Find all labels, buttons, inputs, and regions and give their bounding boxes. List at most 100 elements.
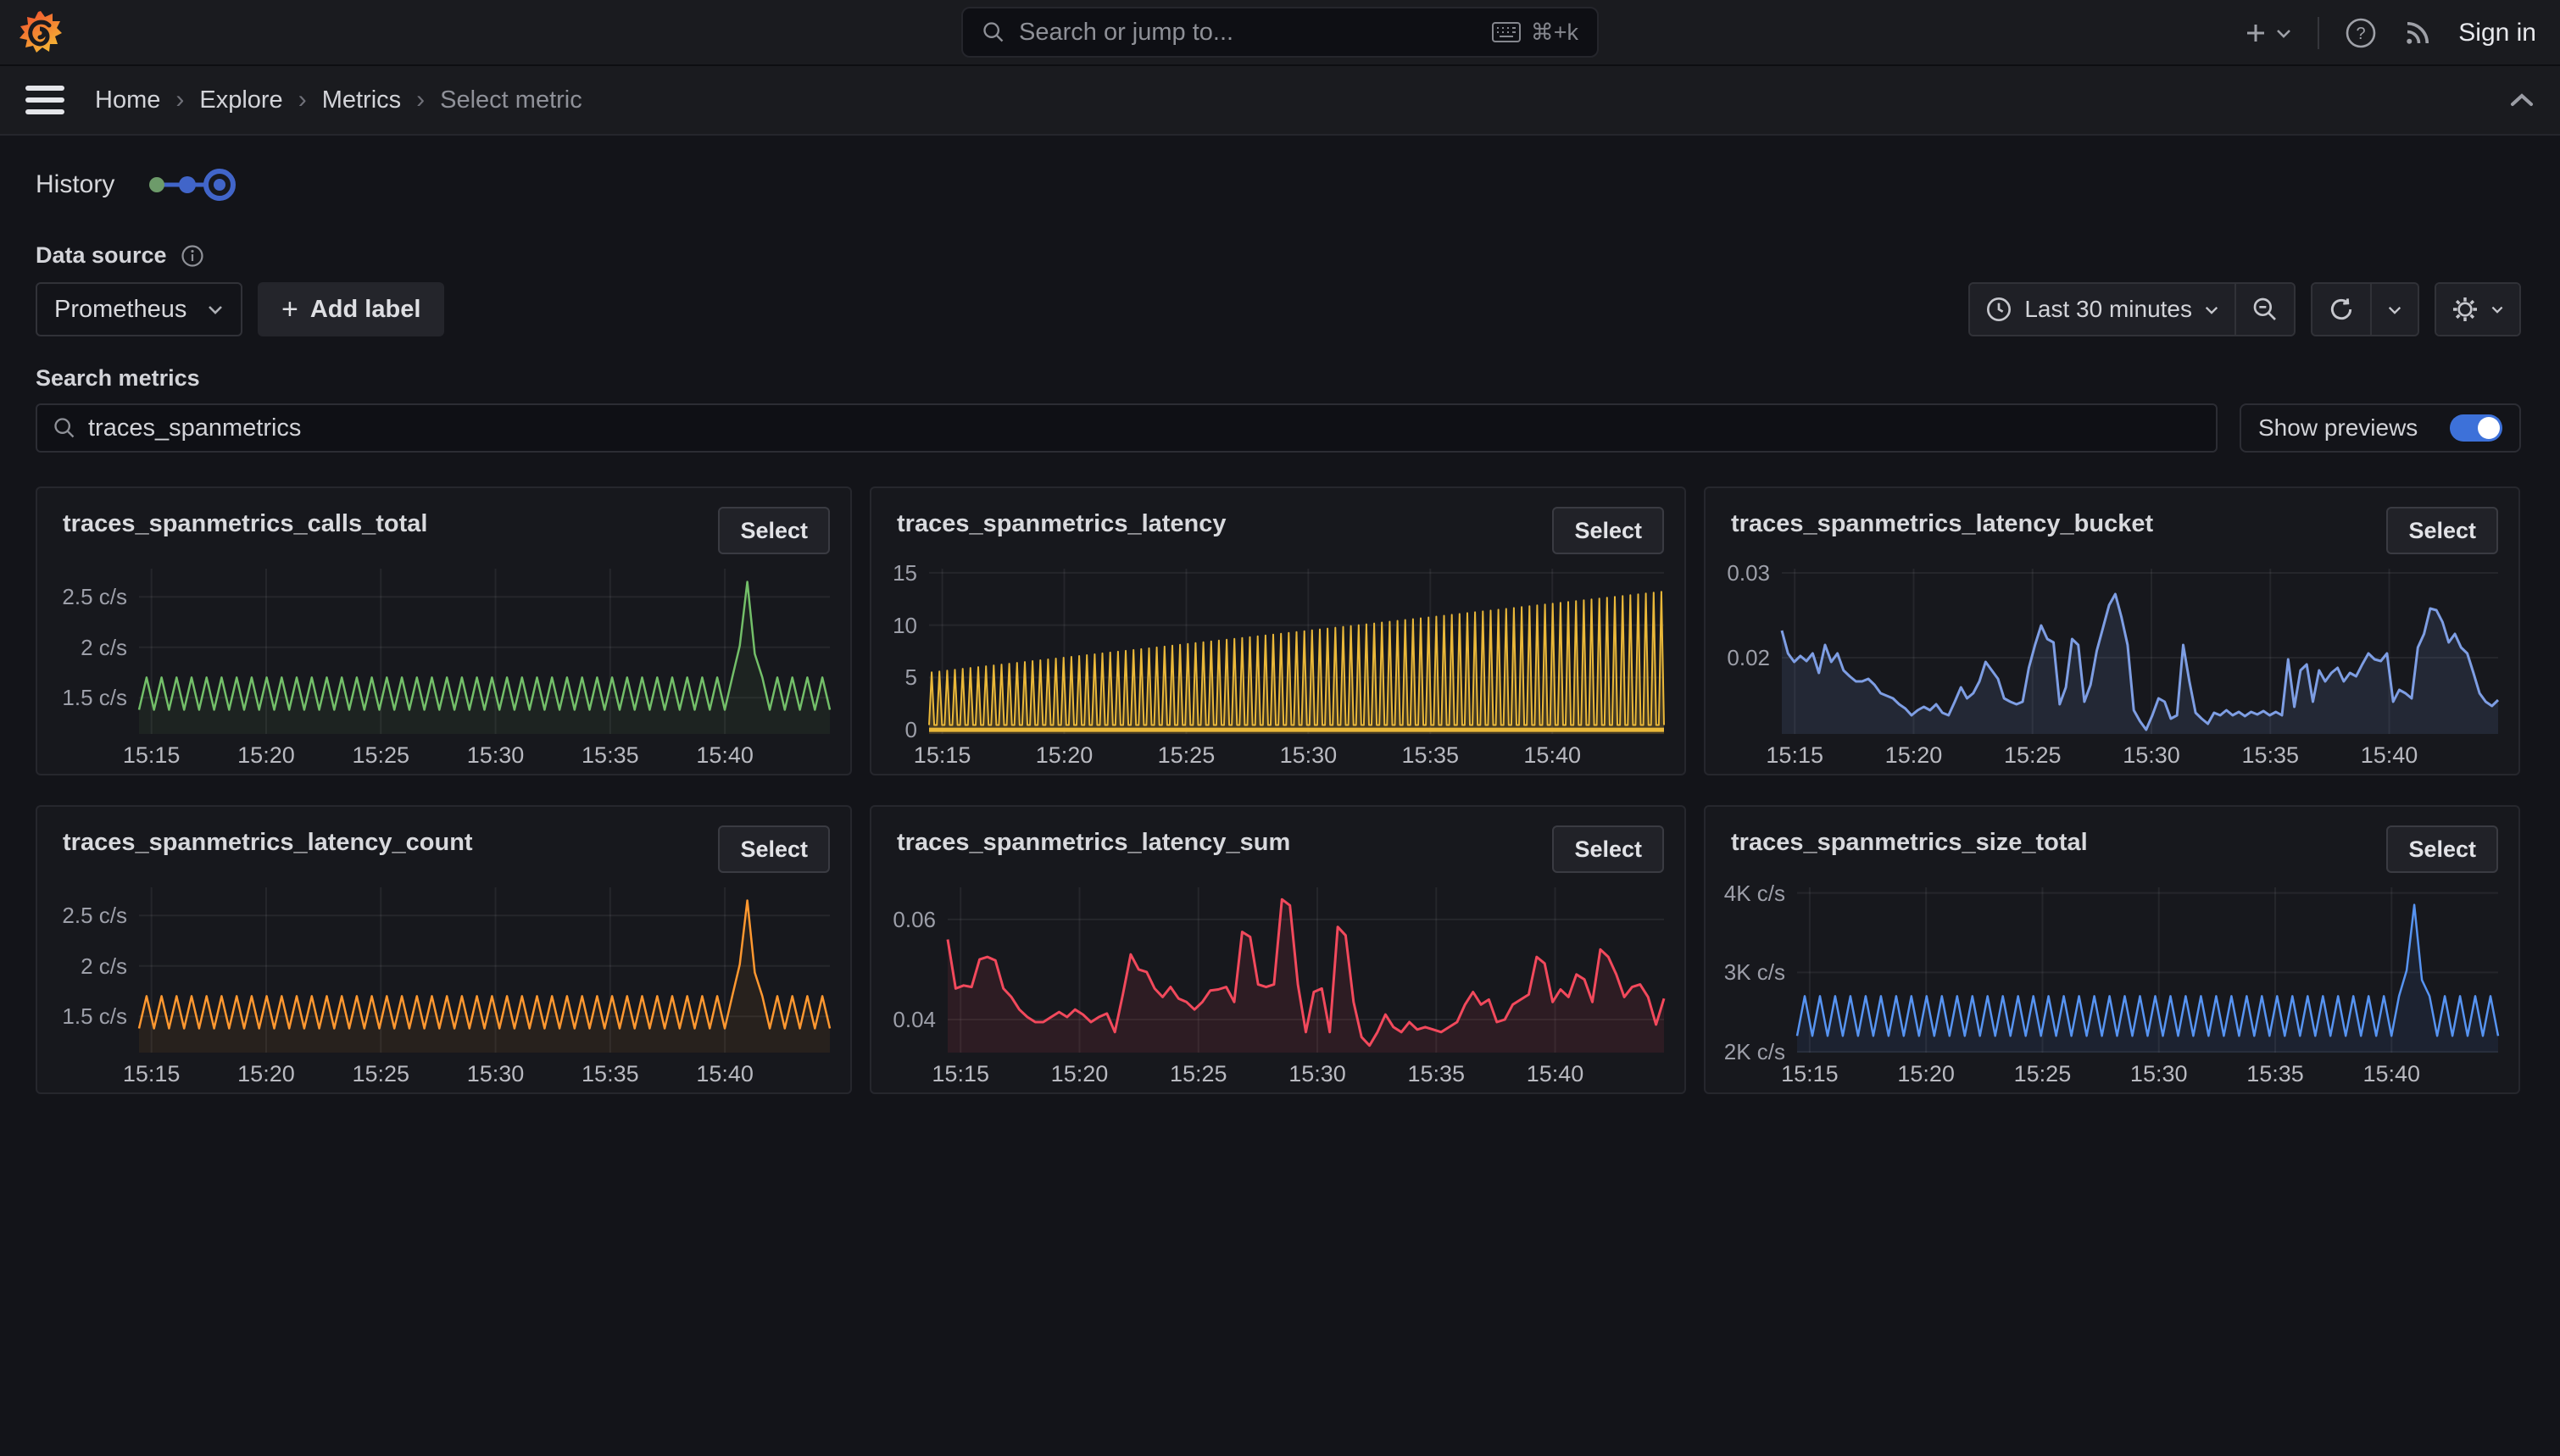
rss-icon [2407, 21, 2429, 44]
search-metrics-field[interactable] [36, 403, 2218, 453]
data-source-picker[interactable]: Prometheus [36, 282, 242, 336]
x-axis-tick-label: 15:40 [696, 742, 754, 768]
news-button[interactable] [2402, 18, 2433, 48]
y-axis-tick-label: 1.5 c/s [62, 1003, 127, 1030]
chevron-down-icon [2388, 306, 2401, 314]
select-button[interactable]: Select [1552, 825, 1664, 873]
breadcrumb-bar: Home › Explore › Metrics › Select metric [0, 66, 2560, 136]
history-step-start-icon [149, 177, 165, 192]
y-axis-tick-label: 2 c/s [81, 953, 127, 979]
data-source-label-row: Data source [36, 242, 2521, 269]
keyboard-shortcut-hint: ⌘+k [1491, 19, 1578, 46]
metric-panel-calls-total: traces_spanmetrics_calls_total Select 1.… [36, 486, 852, 775]
zoom-out-icon [2251, 296, 2279, 323]
data-source-value: Prometheus [54, 295, 187, 323]
settings-button[interactable] [2436, 284, 2519, 335]
x-axis-tick-label: 15:30 [1288, 1061, 1346, 1086]
time-range-group: Last 30 minutes [1968, 282, 2296, 336]
search-metrics-input[interactable] [88, 414, 2201, 442]
search-icon [54, 418, 75, 438]
chart-canvas [1780, 569, 2500, 734]
global-search-input[interactable]: Search or jump to... ⌘+k [961, 7, 1599, 58]
y-axis-tick-label: 2.5 c/s [62, 903, 127, 929]
y-axis-tick-label: 0.04 [893, 1007, 936, 1032]
y-axis-tick-label: 2 c/s [81, 634, 127, 660]
add-label-text: Add label [309, 295, 421, 323]
clock-icon [1985, 296, 2012, 323]
select-button[interactable]: Select [2386, 825, 2498, 873]
history-row: History [36, 164, 2521, 205]
refresh-button[interactable] [2312, 284, 2370, 335]
breadcrumb-separator: › [175, 86, 185, 114]
refresh-group [2311, 282, 2419, 336]
time-range-picker[interactable]: Last 30 minutes [1970, 284, 2234, 335]
show-previews-toggle[interactable] [2450, 414, 2502, 442]
menu-icon[interactable] [25, 86, 64, 114]
metric-panel-latency-count: traces_spanmetrics_latency_count Select … [36, 805, 852, 1094]
y-axis-tick-label: 15 [893, 559, 917, 586]
x-axis-tick-label: 15:25 [1169, 1061, 1227, 1086]
svg-text:?: ? [2357, 25, 2366, 43]
x-axis-tick-label: 15:20 [1050, 1061, 1109, 1086]
top-nav: Search or jump to... ⌘+k ? [0, 0, 2560, 66]
help-icon: ? [2346, 18, 2376, 48]
sign-in-button[interactable]: Sign in [2458, 19, 2536, 47]
breadcrumb-home[interactable]: Home [95, 86, 161, 114]
breadcrumb-metrics[interactable]: Metrics [321, 86, 402, 114]
x-axis-tick-label: 15:25 [352, 742, 410, 768]
history-timeline[interactable] [145, 164, 240, 205]
history-label: History [36, 170, 115, 198]
x-axis-tick-label: 15:15 [1766, 742, 1823, 768]
x-axis-tick-label: 15:20 [237, 1061, 295, 1086]
refresh-icon [2328, 296, 2355, 323]
x-axis-tick-label: 15:15 [122, 742, 181, 768]
refresh-interval-dropdown[interactable] [2370, 284, 2418, 335]
y-axis-tick-label: 2K c/s [1723, 1039, 1785, 1065]
plus-icon [2247, 25, 2265, 42]
breadcrumb-separator: › [298, 86, 307, 114]
chevron-down-icon [207, 303, 224, 315]
chevron-down-icon [2491, 306, 2503, 314]
collapse-header-button[interactable] [2509, 92, 2535, 108]
zoom-out-button[interactable] [2234, 284, 2294, 335]
breadcrumb: Home › Explore › Metrics › Select metric [95, 86, 582, 114]
x-axis-tick-label: 15:15 [913, 742, 971, 768]
show-previews-label: Show previews [2258, 414, 2418, 441]
y-axis-tick-label: 3K c/s [1723, 959, 1785, 986]
grafana-logo-icon[interactable] [19, 10, 63, 54]
global-search-placeholder: Search or jump to... [1019, 18, 1234, 46]
select-button[interactable]: Select [1552, 507, 1664, 554]
chart-canvas [928, 569, 1665, 734]
help-button[interactable]: ? [2345, 17, 2377, 49]
panel-title: traces_spanmetrics_latency_sum [897, 829, 1291, 856]
time-range-label: Last 30 minutes [2024, 296, 2192, 322]
select-button[interactable]: Select [2386, 507, 2498, 554]
chart-canvas [946, 887, 1666, 1053]
search-row: Show previews [36, 403, 2521, 453]
x-axis-tick-label: 15:25 [2013, 1061, 2072, 1086]
new-menu-button[interactable] [2243, 20, 2292, 46]
metric-preview-chart: 0 5 10 15 15:15 15:20 15:25 15:30 15:35 15:40 [871, 488, 1684, 774]
add-label-button[interactable]: + Add label [258, 282, 445, 336]
info-icon[interactable] [181, 244, 204, 268]
gear-icon [2451, 296, 2479, 323]
x-axis-tick-label: 15:40 [1526, 1061, 1584, 1086]
x-axis-tick-label: 15:40 [2362, 1061, 2421, 1086]
shortcut-label: ⌘+k [1530, 19, 1578, 45]
panel-title: traces_spanmetrics_latency_count [63, 829, 473, 856]
nav-divider [2318, 17, 2320, 49]
x-axis-tick-label: 15:35 [582, 1061, 639, 1086]
chart-canvas [137, 887, 832, 1053]
x-axis-tick-label: 15:30 [466, 1061, 525, 1086]
chevron-up-icon [2511, 93, 2533, 106]
chart-canvas [137, 569, 832, 734]
select-button[interactable]: Select [718, 507, 830, 554]
select-button[interactable]: Select [718, 825, 830, 873]
y-axis-tick-label: 4K c/s [1723, 880, 1785, 906]
x-axis-tick-label: 15:15 [932, 1061, 989, 1086]
metric-panel-latency-sum: traces_spanmetrics_latency_sum Select 0.… [870, 805, 1686, 1094]
breadcrumb-separator: › [416, 86, 426, 114]
chevron-down-icon [2277, 30, 2291, 38]
breadcrumb-select-metric: Select metric [440, 86, 582, 114]
breadcrumb-explore[interactable]: Explore [199, 86, 283, 114]
